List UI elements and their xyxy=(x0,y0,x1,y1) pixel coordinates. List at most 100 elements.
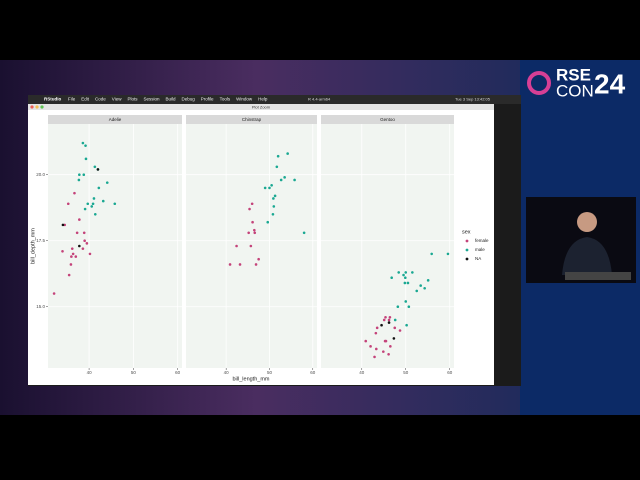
point xyxy=(84,144,87,147)
menu-item[interactable]: Tools xyxy=(220,97,231,102)
point xyxy=(250,202,254,206)
point xyxy=(393,318,397,322)
x-tick-label: 40 xyxy=(224,370,230,375)
point xyxy=(293,178,296,182)
point xyxy=(279,178,283,182)
x-tick-label: 50 xyxy=(403,370,409,375)
point xyxy=(257,257,260,261)
menu-item[interactable]: Profile xyxy=(201,97,214,102)
point xyxy=(81,247,85,250)
menu-item[interactable]: Plots xyxy=(127,97,138,102)
strip xyxy=(186,115,317,124)
point xyxy=(82,173,86,177)
point xyxy=(67,273,71,277)
plot: Adelie 40 50 60 Chinstrap 40 50 60 Gentoo 40 50 60 1… xyxy=(30,115,489,382)
point xyxy=(266,220,270,224)
point xyxy=(71,252,75,256)
point xyxy=(235,244,238,248)
point xyxy=(93,213,97,216)
legend-label: male xyxy=(475,247,485,252)
point xyxy=(61,223,65,227)
menu-item[interactable]: Code xyxy=(95,97,106,102)
point xyxy=(83,239,86,243)
x-tick-label: 60 xyxy=(175,370,181,375)
point xyxy=(283,176,286,179)
strip xyxy=(321,115,454,124)
menu-item[interactable]: View xyxy=(112,97,122,102)
point xyxy=(70,247,74,250)
point xyxy=(374,347,378,351)
menu-item[interactable]: Help xyxy=(258,97,268,102)
x-tick-label: 60 xyxy=(447,370,453,375)
point xyxy=(384,315,387,319)
legend-title: sex xyxy=(462,229,471,235)
point xyxy=(249,244,253,248)
point xyxy=(423,286,426,290)
minimize-button[interactable] xyxy=(35,105,39,109)
point xyxy=(271,213,275,216)
x-tick-label: 60 xyxy=(310,370,316,375)
window-title-bar xyxy=(28,104,494,110)
point xyxy=(101,199,105,203)
menu-item[interactable]: Debug xyxy=(182,97,196,102)
clock: Tue 3 Sep 13:42:05 xyxy=(455,97,491,102)
point xyxy=(380,323,383,327)
point xyxy=(415,289,419,293)
point xyxy=(96,168,100,171)
zoom-button[interactable] xyxy=(40,105,44,109)
point xyxy=(78,244,81,248)
speaker-body xyxy=(562,237,612,275)
point xyxy=(383,339,387,343)
r-version: R 4.4-arm64 xyxy=(308,97,331,102)
logo-top: RSE xyxy=(556,65,591,84)
menu-item[interactable]: Build xyxy=(166,97,177,102)
point xyxy=(272,197,275,200)
point xyxy=(92,197,96,200)
point xyxy=(253,228,256,232)
menu-item[interactable]: Session xyxy=(144,97,161,102)
point xyxy=(270,183,273,187)
point xyxy=(286,152,289,155)
point xyxy=(404,300,408,303)
panel xyxy=(48,124,182,368)
point xyxy=(251,220,254,224)
point xyxy=(113,202,117,206)
point xyxy=(248,207,251,211)
panel xyxy=(321,124,454,368)
point xyxy=(93,165,97,169)
point xyxy=(398,329,402,332)
point xyxy=(382,318,386,322)
y-tick-label: 17.5 xyxy=(36,238,45,243)
podium xyxy=(565,272,631,280)
x-tick-label: 50 xyxy=(267,370,273,375)
point xyxy=(97,186,101,190)
menu-item[interactable]: Window xyxy=(236,97,253,102)
menu-item[interactable]: File xyxy=(68,97,76,102)
strip-label: Adelie xyxy=(109,117,122,122)
point xyxy=(73,191,76,195)
point xyxy=(403,281,407,285)
menu: File Edit Code View Plots Session Build Debug Pr… xyxy=(68,97,268,102)
close-button[interactable] xyxy=(30,105,34,109)
point xyxy=(66,202,70,206)
point xyxy=(268,186,271,190)
point xyxy=(88,252,92,256)
point xyxy=(228,263,232,266)
app-name: RStudio xyxy=(44,97,61,102)
point xyxy=(405,323,408,327)
strip-label: Gentoo xyxy=(380,117,395,122)
point xyxy=(446,252,450,256)
point xyxy=(419,284,422,287)
logo-bottom: CON xyxy=(556,81,594,100)
point xyxy=(402,273,405,277)
point xyxy=(273,194,277,198)
x-tick-label: 50 xyxy=(131,370,137,375)
point xyxy=(276,154,280,158)
point xyxy=(275,165,279,169)
menu-item[interactable]: Edit xyxy=(81,97,90,102)
point xyxy=(105,181,109,184)
point xyxy=(254,263,258,266)
point xyxy=(247,231,250,235)
